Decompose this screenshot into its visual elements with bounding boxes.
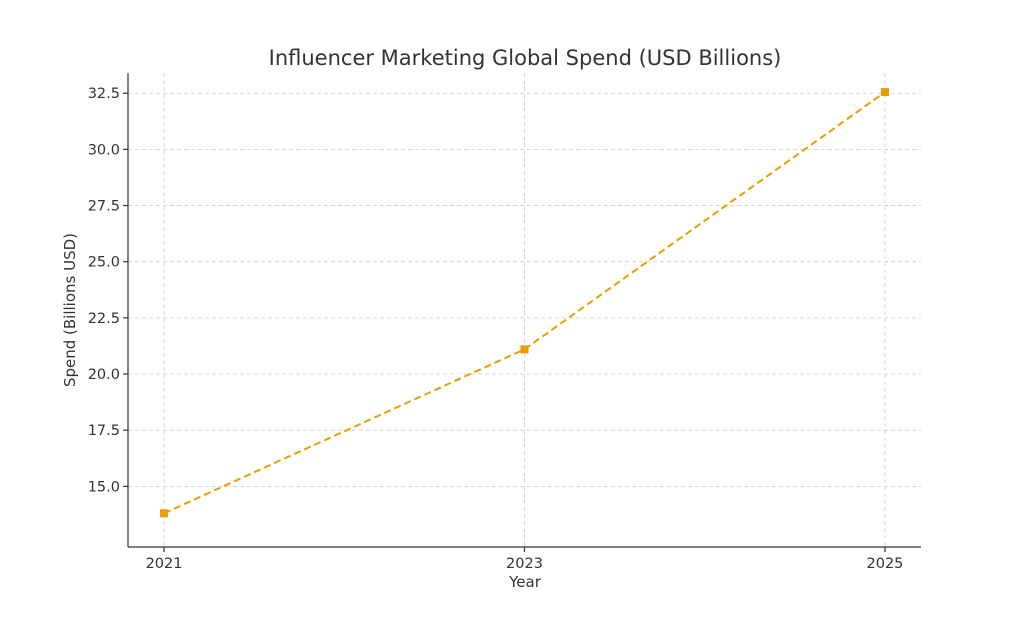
- x-tick-label: 2021: [146, 556, 183, 572]
- y-axis-label: Spend (Billions USD): [61, 233, 79, 387]
- data-point-marker: [880, 88, 889, 97]
- ticks-layer: 15.0 17.5 20.0 22.5 25.0 27.5 30.0 32.5 2021 2023…: [88, 86, 904, 572]
- y-tick-label: 20.0: [88, 367, 120, 383]
- y-tick-label: 30.0: [88, 142, 120, 158]
- y-tick-label: 27.5: [88, 199, 120, 215]
- y-tick-label: 32.5: [88, 86, 120, 102]
- x-tick-label: 2025: [867, 556, 904, 572]
- chart-title: Influencer Marketing Global Spend (USD B…: [269, 46, 782, 70]
- data-point-marker: [520, 345, 529, 354]
- x-axis-label: Year: [508, 573, 542, 591]
- data-point-marker: [160, 509, 169, 518]
- grid-layer: [128, 73, 921, 547]
- series-line: [163, 91, 886, 515]
- x-tick-label: 2023: [506, 556, 543, 572]
- series-layer: [160, 88, 889, 518]
- y-tick-label: 15.0: [88, 479, 120, 495]
- y-tick-label: 25.0: [88, 255, 120, 271]
- y-tick-label: 17.5: [88, 423, 120, 439]
- y-tick-label: 22.5: [88, 311, 120, 327]
